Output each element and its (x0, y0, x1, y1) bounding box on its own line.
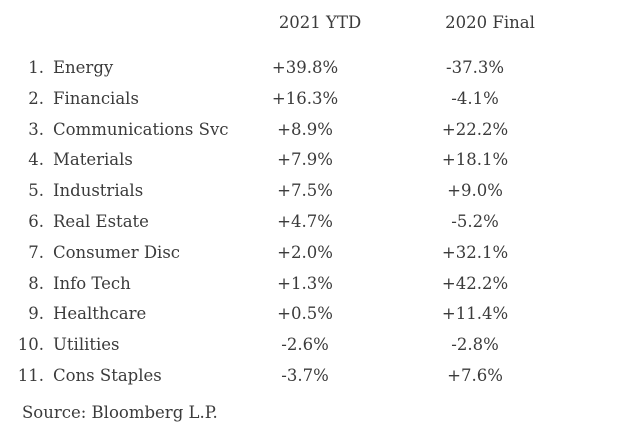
table-row: 5. Industrials +7.5% +9.0% (0, 176, 622, 207)
sector-cell: 7. Consumer Disc (0, 238, 235, 269)
value-2020-final: -4.1% (451, 88, 499, 108)
value-2020-final: +18.1% (441, 150, 509, 170)
value-2021-ytd: -3.7% (281, 365, 329, 385)
row-rank: 1. (28, 58, 44, 77)
header-2021-ytd-label: 2021 YTD (278, 13, 362, 32)
table-row: 11. Cons Staples -3.7% +7.6% (0, 361, 622, 392)
sector-name: Real Estate (53, 211, 149, 231)
row-rank: 8. (28, 273, 44, 293)
row-rank: 4. (28, 150, 44, 170)
sector-cell: 10. Utilities (0, 330, 235, 361)
sector-name: Healthcare (53, 304, 147, 324)
row-rank: 3. (28, 119, 44, 139)
header-2020-final: 2020 Final (375, 10, 575, 36)
source-attribution: Source: Bloomberg L.P. (22, 402, 218, 422)
sector-name: Financials (53, 88, 139, 108)
value-2021-ytd: +8.9% (277, 119, 333, 139)
table-row: 2. Financials +16.3% -4.1% (0, 84, 622, 115)
sector-cell: 2. Financials (0, 84, 235, 115)
sector-name: Cons Staples (53, 365, 162, 385)
sector-name: Communications Svc (53, 119, 229, 139)
table-row: 10. Utilities -2.6% -2.8% (0, 330, 622, 361)
value-2020-final: +11.4% (441, 304, 509, 324)
header-2021-ytd: 2021 YTD (235, 10, 375, 36)
sector-cell: 9. Healthcare (0, 299, 235, 330)
value-2020-final: -5.2% (451, 211, 499, 231)
table-body: 1. Energy +39.8% -37.3% 2. Financials +16.… (0, 53, 622, 392)
value-2021-ytd: +1.3% (277, 273, 333, 293)
value-2021-ytd: +4.7% (277, 211, 333, 231)
value-2020-final: +42.2% (441, 273, 509, 293)
table-row: 6. Real Estate +4.7% -5.2% (0, 207, 622, 238)
sector-cell: 8. Info Tech (0, 269, 235, 300)
value-2020-final: -2.8% (451, 335, 499, 355)
sector-cell: 11. Cons Staples (0, 361, 235, 392)
value-2021-ytd: +16.3% (271, 88, 339, 108)
table-row: 4. Materials +7.9% +18.1% (0, 145, 622, 176)
value-2021-ytd: -2.6% (281, 335, 329, 355)
row-rank: 9. (28, 304, 44, 324)
table-row: 1. Energy +39.8% -37.3% (0, 53, 622, 84)
row-rank: 7. (28, 242, 44, 262)
value-2020-final: +9.0% (447, 181, 503, 201)
row-rank: 6. (28, 211, 44, 231)
sector-cell: 4. Materials (0, 145, 235, 176)
table-row: 8. Info Tech +1.3% +42.2% (0, 269, 622, 300)
sector-cell: 5. Industrials (0, 176, 235, 207)
sector-name: Industrials (53, 181, 144, 201)
header-2020-final-label: 2020 Final (445, 13, 535, 32)
table-row: 7. Consumer Disc +2.0% +32.1% (0, 238, 622, 269)
table-row: 3. Communications Svc +8.9% +22.2% (0, 115, 622, 146)
value-2021-ytd: +2.0% (277, 242, 333, 262)
row-rank: 5. (28, 181, 44, 201)
sector-name: Utilities (53, 335, 120, 355)
value-2020-final: +7.6% (447, 365, 503, 385)
sector-cell: 3. Communications Svc (0, 115, 235, 146)
value-2021-ytd: +7.5% (277, 181, 333, 201)
table-header-row: 2021 YTD 2020 Final (0, 10, 622, 36)
row-rank: 11. (17, 365, 44, 385)
value-2020-final: +22.2% (441, 119, 509, 139)
value-2020-final: -37.3% (446, 58, 504, 77)
value-2021-ytd: +39.8% (271, 58, 339, 77)
row-rank: 10. (17, 335, 44, 355)
value-2021-ytd: +0.5% (277, 304, 333, 324)
sector-name: Consumer Disc (53, 242, 181, 262)
table-row: 9. Healthcare +0.5% +11.4% (0, 299, 622, 330)
value-2021-ytd: +7.9% (277, 150, 333, 170)
sector-name: Info Tech (53, 273, 131, 293)
sector-name: Energy (53, 58, 114, 77)
row-rank: 2. (28, 88, 44, 108)
sector-cell: 6. Real Estate (0, 207, 235, 238)
value-2020-final: +32.1% (441, 242, 509, 262)
sector-name: Materials (53, 150, 133, 170)
sector-cell: 1. Energy (0, 53, 235, 84)
